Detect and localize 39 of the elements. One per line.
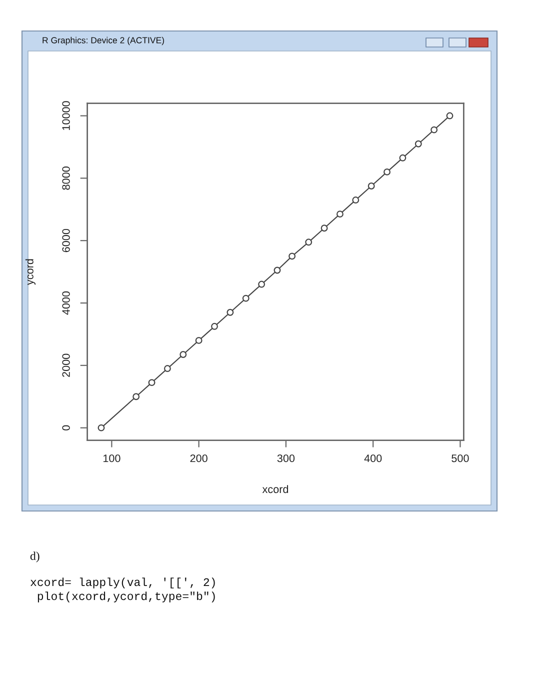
y-tick-label: 2000 (62, 354, 70, 377)
text: R Graphics: Device 2 (ACTIVE) (42, 36, 164, 46)
point (98, 424, 105, 432)
x-tick-label: 500 (452, 454, 469, 462)
point (352, 196, 360, 204)
point (180, 351, 187, 358)
point (368, 182, 375, 190)
point (288, 252, 296, 260)
y-axis-title: ycord (25, 259, 36, 286)
point (446, 112, 454, 120)
point (164, 365, 171, 372)
x-tick-label: 300 (277, 454, 295, 462)
point (148, 379, 156, 386)
y-tick-label: 0 (62, 425, 70, 430)
text: plot(xcord,ycord,type="b") (38, 592, 215, 602)
y-tick-label: 4000 (62, 291, 70, 315)
point (195, 336, 202, 344)
point (336, 210, 344, 218)
x-tick-label: 200 (190, 454, 208, 462)
point (226, 308, 234, 316)
y-tick-label: 8000 (62, 166, 70, 190)
point (384, 168, 390, 176)
point (242, 294, 250, 302)
point (399, 154, 406, 162)
point (258, 280, 266, 288)
y-tick-label: 6000 (62, 228, 70, 252)
point (132, 393, 140, 400)
x-axis-title: xcord (262, 485, 288, 494)
point (274, 266, 281, 274)
text: xcord= lapply(val, '[[', 2) (30, 578, 215, 588)
point (430, 126, 438, 134)
point (414, 140, 422, 148)
point (211, 322, 218, 330)
point (320, 224, 328, 232)
point (305, 238, 312, 246)
y-tick-label: 10000 (62, 101, 70, 130)
x-tick-label: 100 (103, 454, 120, 462)
x-tick-label: 400 (364, 454, 382, 462)
text: d) (30, 552, 40, 562)
